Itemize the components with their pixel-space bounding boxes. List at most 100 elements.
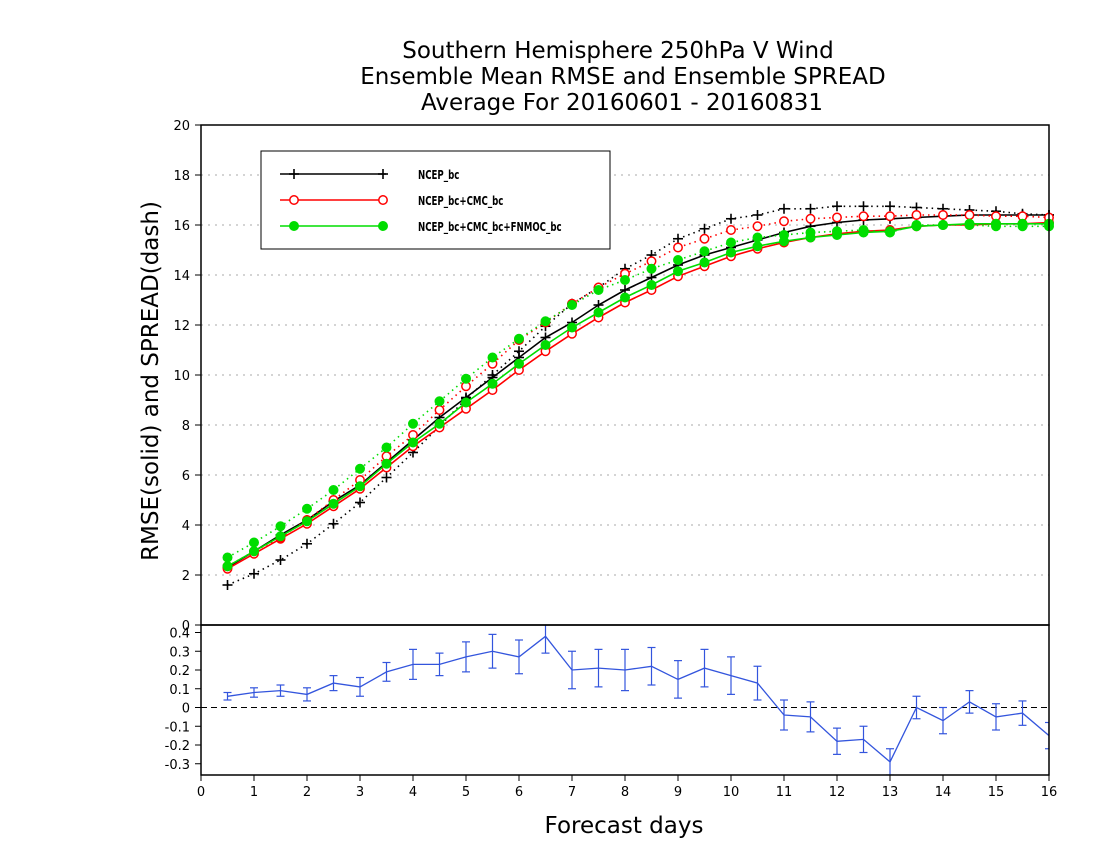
spread-point-s0-4 <box>328 518 339 529</box>
y-tick-label-14: 14 <box>173 269 190 284</box>
x-tick-label-5: 5 <box>462 785 470 800</box>
y-tick-label-4: 4 <box>182 519 190 534</box>
spread-point-s2-10 <box>487 352 498 363</box>
spread-point-s0-3 <box>302 538 312 549</box>
spread-point-s2-25 <box>885 227 895 238</box>
spread-point-s2-26 <box>911 220 922 230</box>
spread-point-s1-24 <box>858 211 869 222</box>
rmse-point-s2-11 <box>514 358 524 369</box>
x-tick-label-9: 9 <box>674 785 682 800</box>
x-tick-label-1: 1 <box>250 785 258 800</box>
rmse-point-s2-20 <box>752 241 763 252</box>
spread-point-s0-20 <box>752 210 763 220</box>
y-tick-label-20: 20 <box>173 119 190 134</box>
x-axis: 0 1 2 3 4 5 6 7 8 9 10 11 12 13 14 15 16 <box>197 775 1057 800</box>
error-bar-4 <box>329 675 338 692</box>
error-bar-11 <box>515 639 523 675</box>
x-tick-label-13: 13 <box>882 785 899 800</box>
rmse-point-s2-15 <box>620 292 630 303</box>
legend-label-0: NCEP_bc <box>418 169 459 183</box>
spread-point-s1-8 <box>434 405 445 415</box>
spread-point-s0-18 <box>699 223 710 234</box>
rmse-point-s2-16 <box>646 280 657 290</box>
spread-point-s0-24 <box>858 201 869 212</box>
error-bar-28 <box>965 690 974 714</box>
error-bar-22 <box>806 701 815 733</box>
spread-point-s0-6 <box>381 472 392 483</box>
error-bar-5 <box>356 676 364 697</box>
y-axis-label: RMSE(solid) and SPREAD(dash) <box>138 201 164 561</box>
spread-point-s1-26 <box>911 210 922 220</box>
y-tick-label-16: 16 <box>173 219 190 234</box>
x-tick-label-0: 0 <box>197 785 205 800</box>
spread-point-s0-17 <box>673 233 683 244</box>
error-bar-26 <box>912 695 921 720</box>
spread-point-s0-2 <box>275 555 286 565</box>
spread-point-s1-25 <box>885 211 895 222</box>
rmse-point-s2-14 <box>593 307 604 318</box>
chart-title: Southern Hemisphere 250hPa V Wind Ensemb… <box>360 38 885 116</box>
error-bar-19 <box>727 656 735 695</box>
bottom-y-tick-label-3: 0 <box>182 702 190 717</box>
bottom-y-tick-label-4: 0.1 <box>169 683 190 698</box>
error-bar-30 <box>1018 700 1027 726</box>
bottom-plot-area <box>201 625 1049 775</box>
error-bar-17 <box>674 660 682 699</box>
y-tick-label-8: 8 <box>182 419 190 434</box>
legend-marker-left-2 <box>289 221 299 231</box>
y-tick-label-6: 6 <box>182 469 190 484</box>
x-tick-label-12: 12 <box>829 785 846 800</box>
x-tick-label-15: 15 <box>988 785 1005 800</box>
legend-label-2: NCEP_bc+CMC_bc+FNMOC_bc <box>418 221 562 235</box>
rmse-point-s2-8 <box>434 418 445 429</box>
x-tick-label-16: 16 <box>1041 785 1058 800</box>
spread-point-s2-17 <box>673 255 683 265</box>
spread-point-s2-30 <box>1017 221 1028 232</box>
legend-marker-right-0 <box>378 169 388 179</box>
rmse-point-s2-9 <box>461 397 471 408</box>
title-line-2: Ensemble Mean RMSE and Ensemble SPREAD <box>360 64 885 90</box>
spread-point-s0-25 <box>885 201 895 212</box>
x-tick-label-11: 11 <box>776 785 793 800</box>
error-bar-18 <box>700 648 709 688</box>
title-line-1: Southern Hemisphere 250hPa V Wind <box>402 38 833 64</box>
top-y-axis: 0 2 4 6 8 10 12 14 16 18 20 <box>173 119 201 634</box>
spread-point-s1-17 <box>673 242 683 253</box>
bottom-y-axis: -0.3 -0.2 -0.1 0 0.1 0.2 0.3 0.4 <box>165 627 201 773</box>
x-tick-label-7: 7 <box>568 785 576 800</box>
error-bar-2 <box>276 684 285 697</box>
error-bar-25 <box>886 748 894 775</box>
error-bar-24 <box>859 725 868 754</box>
spread-point-s1-22 <box>805 213 816 224</box>
spread-point-s2-27 <box>938 220 948 230</box>
error-bar-31 <box>1045 721 1049 750</box>
spread-point-s0-21 <box>779 203 789 214</box>
difference-line <box>227 635 1049 763</box>
rmse-point-s2-4 <box>328 498 339 509</box>
spread-point-s1-27 <box>938 210 948 220</box>
spread-point-s2-11 <box>514 333 524 344</box>
error-bar-23 <box>833 727 841 755</box>
rmse-point-s2-5 <box>355 481 365 492</box>
spread-point-s2-7 <box>408 418 418 429</box>
x-tick-label-2: 2 <box>303 785 311 800</box>
error-bar-14 <box>594 648 603 688</box>
spread-point-s1-20 <box>752 221 763 232</box>
x-tick-label-14: 14 <box>935 785 952 800</box>
spread-point-s2-18 <box>699 246 710 257</box>
bottom-y-tick-label-2: -0.1 <box>165 720 190 735</box>
rmse-point-s2-19 <box>726 247 736 258</box>
spread-point-s1-28 <box>964 210 975 220</box>
legend-marker-left-1 <box>289 195 299 205</box>
y-tick-label-12: 12 <box>173 319 190 334</box>
spread-point-s0-19 <box>726 213 736 224</box>
rmse-point-s2-0 <box>222 561 233 572</box>
error-bar-21 <box>780 699 788 731</box>
spread-point-s0-11 <box>514 346 524 357</box>
error-bar-16 <box>647 646 656 686</box>
rmse-point-s2-13 <box>567 322 577 333</box>
y-tick-label-2: 2 <box>182 569 190 584</box>
error-bar-7 <box>409 648 417 680</box>
error-bar-29 <box>992 703 1000 731</box>
